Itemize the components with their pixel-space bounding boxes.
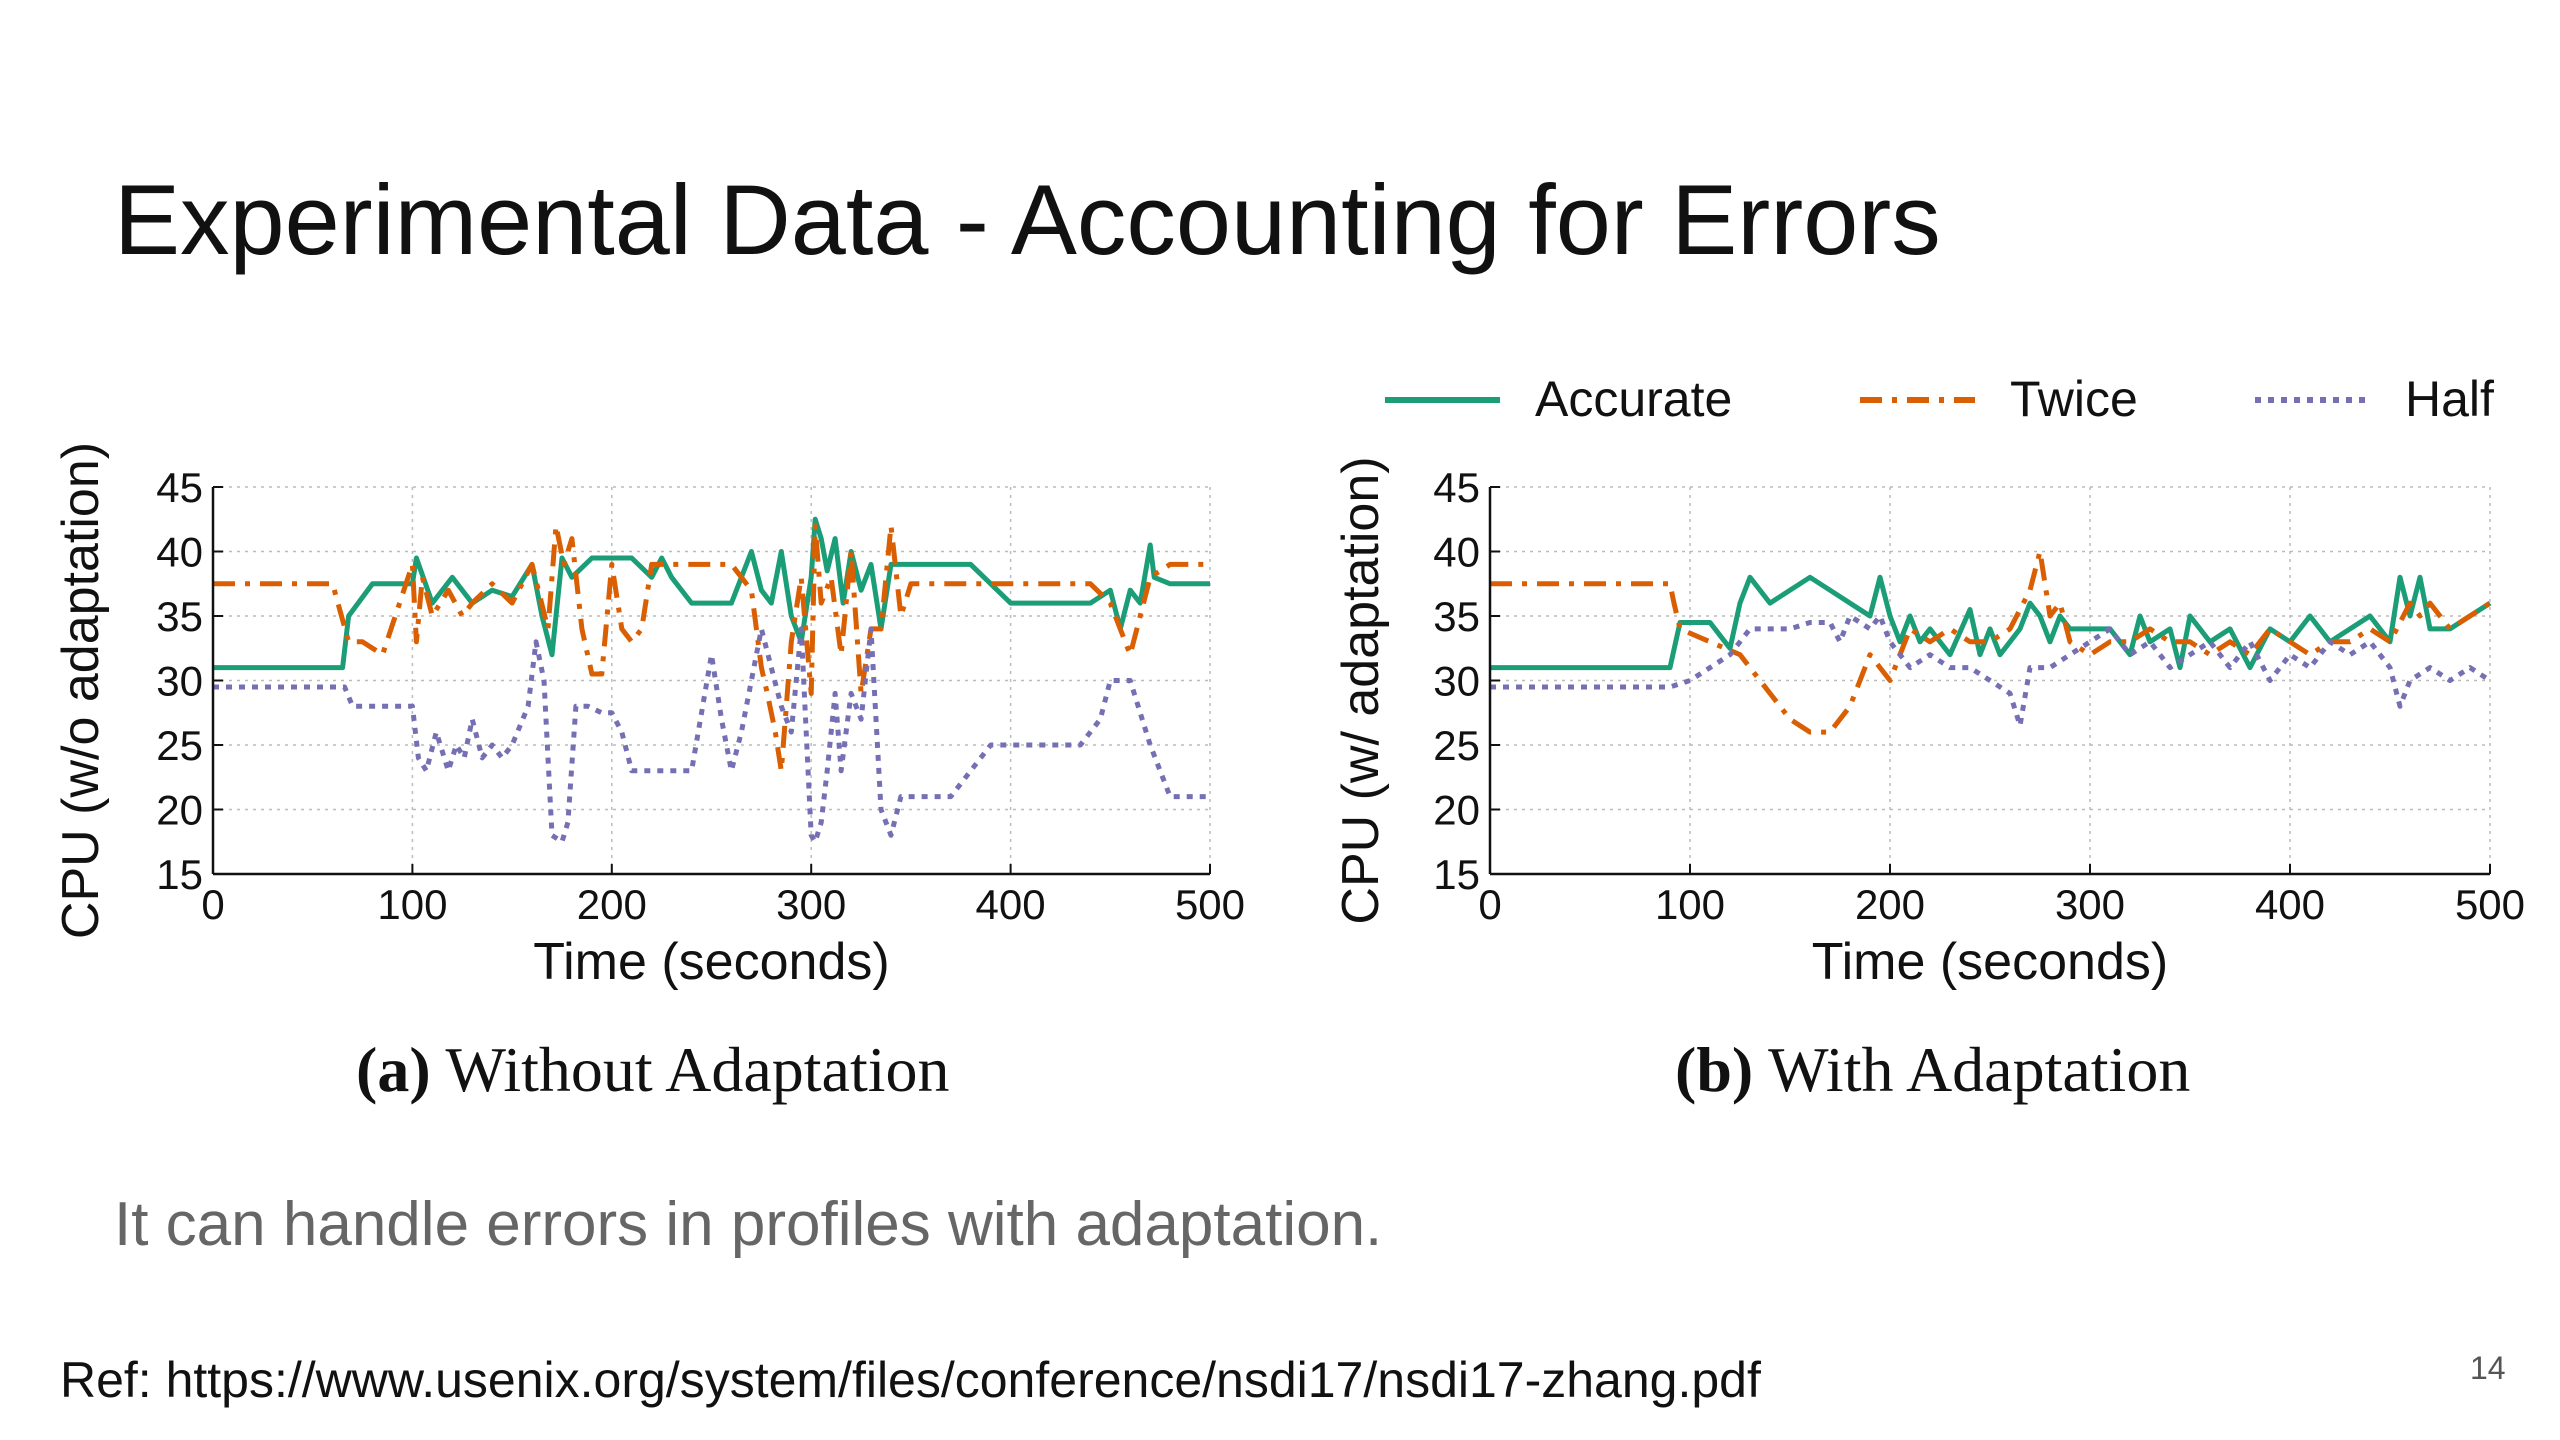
y-tick-label: 30 [156, 658, 203, 705]
x-tick-label: 300 [2055, 881, 2125, 928]
y-tick-label: 45 [156, 464, 203, 511]
y-tick-label: 25 [156, 722, 203, 769]
x-tick-label: 400 [2255, 881, 2325, 928]
x-tick-label: 300 [776, 881, 846, 928]
legend-label-twice: Twice [2010, 371, 2138, 427]
page-number: 14 [2470, 1350, 2506, 1386]
series-line-accurate [1490, 574, 2492, 671]
y-tick-label: 15 [1433, 851, 1480, 898]
y-tick-label: 45 [1433, 464, 1480, 511]
caption-b-letter: (b) [1675, 1034, 1754, 1105]
caption-a-letter: (a) [356, 1034, 431, 1105]
reference-link[interactable]: Ref: https://www.usenix.org/system/files… [60, 1352, 1761, 1408]
x-tick-label: 100 [377, 881, 447, 928]
y-tick-label: 30 [1433, 658, 1480, 705]
y-tick-label: 35 [1433, 593, 1480, 640]
x-tick-label: 100 [1655, 881, 1725, 928]
series-line-twice [213, 523, 1210, 774]
chart-panel-a: 0 100 200 300 400 500 15 20 25 30 35 40 45 Time (seco… [52, 442, 1245, 991]
x-axis-label: Time (seconds) [1812, 933, 2168, 991]
x-axis-label: Time (seconds) [533, 933, 889, 991]
legend-label-half: Half [2405, 371, 2494, 427]
y-tick-label: 40 [156, 529, 203, 576]
y-axis-label: CPU (w/ adaptation) [1332, 456, 1390, 924]
chart-panel-b: 0 100 200 300 400 500 15 20 25 30 35 40 45 Time (seco… [1332, 456, 2525, 991]
y-tick-label: 15 [156, 851, 203, 898]
caption-b: (b) With Adaptation [1675, 1030, 2190, 1110]
caption-b-text: With Adaptation [1768, 1034, 2191, 1105]
x-tick-label: 500 [2455, 881, 2525, 928]
x-tick-label: 200 [577, 881, 647, 928]
body-text: It can handle errors in profiles with ad… [114, 1190, 1383, 1259]
series-line-accurate [213, 516, 1210, 671]
x-tick-label: 500 [1175, 881, 1245, 928]
series-line-twice [1490, 549, 2492, 735]
y-axis-label: CPU (w/o adaptation) [52, 442, 110, 939]
caption-a: (a) Without Adaptation [356, 1030, 950, 1110]
y-tick-label: 20 [156, 787, 203, 834]
legend: Accurate Twice Half [1385, 371, 2494, 427]
y-tick-label: 20 [1433, 787, 1480, 834]
x-tick-label: 400 [976, 881, 1046, 928]
x-tick-label: 0 [1478, 881, 1501, 928]
y-tick-label: 25 [1433, 722, 1480, 769]
caption-a-text: Without Adaptation [445, 1034, 950, 1105]
x-tick-label: 200 [1855, 881, 1925, 928]
y-tick-label: 35 [156, 593, 203, 640]
legend-label-accurate: Accurate [1535, 371, 1732, 427]
slide-title: Experimental Data - Accounting for Error… [114, 164, 1941, 275]
y-tick-label: 40 [1433, 529, 1480, 576]
x-tick-label: 0 [201, 881, 224, 928]
